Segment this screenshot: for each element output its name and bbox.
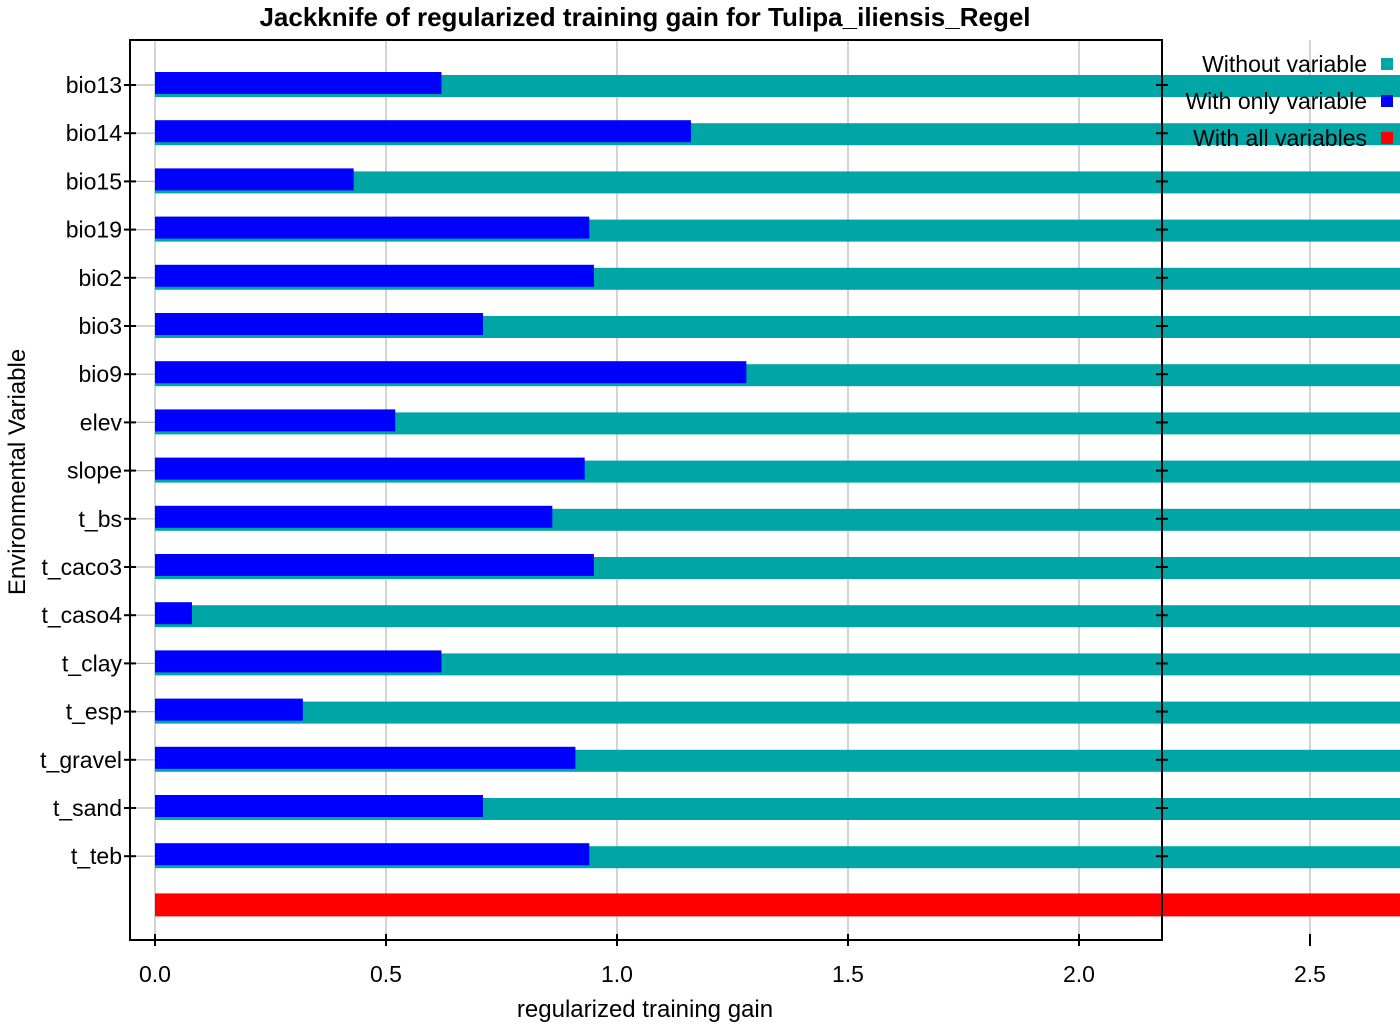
bar-with-all-variables — [155, 893, 1400, 917]
x-tick-label: 0.0 — [139, 961, 171, 987]
bar-with-only-variable — [155, 216, 590, 239]
bar-with-only-variable — [155, 361, 747, 384]
y-tick-label: t_clay — [62, 650, 123, 676]
bar-with-only-variable — [155, 457, 585, 480]
y-tick-label: t_teb — [71, 843, 122, 869]
y-tick-label: bio2 — [79, 265, 122, 291]
legend-swatch — [1381, 132, 1393, 144]
y-tick-label: bio13 — [66, 72, 122, 98]
plot-frame — [129, 39, 1163, 941]
y-tick-label: t_bs — [79, 506, 122, 532]
y-tick-label: t_caco3 — [41, 554, 122, 580]
y-tick-label: bio14 — [66, 120, 122, 146]
x-axis: 0.00.51.01.52.02.53.03.54.0 — [139, 934, 1326, 987]
x-axis-title: regularized training gain — [517, 996, 773, 1023]
bar-without-variable — [155, 605, 1400, 628]
x-tick-label: 1.5 — [832, 961, 864, 987]
x-tick-label: 2.5 — [1294, 961, 1326, 987]
y-axis: bio13 bio14 bio15 bio19 bio2 bio3 bio9 elev slop… — [40, 72, 1168, 869]
bar-with-only-variable — [155, 120, 691, 143]
bar-with-only-variable — [155, 168, 354, 191]
bar-with-only-variable — [155, 843, 590, 866]
y-tick-label: bio3 — [79, 313, 122, 339]
bar-with-only-variable — [155, 746, 576, 769]
bar-with-only-variable — [155, 602, 192, 625]
x-tick-label: 2.0 — [1063, 961, 1095, 987]
bar-with-only-variable — [155, 554, 594, 576]
bar-without-variable — [155, 412, 1400, 435]
bar-without-variable — [155, 653, 1400, 676]
legend-swatch — [1381, 95, 1393, 107]
y-tick-label: slope — [67, 458, 122, 484]
chart-title: Jackknife of regularized training gain f… — [259, 2, 1030, 32]
bar-with-only-variable — [155, 313, 484, 335]
y-tick-label: t_gravel — [40, 747, 122, 773]
y-tick-label: bio15 — [66, 168, 122, 194]
y-tick-label: t_sand — [53, 795, 122, 821]
y-axis-title: Environmental Variable — [4, 349, 31, 595]
bar-with-only-variable — [155, 505, 553, 528]
x-tick-label: 1.0 — [601, 961, 633, 987]
bar-without-variable — [155, 75, 1400, 97]
bar-with-only-variable — [155, 795, 484, 817]
y-tick-label: t_caso4 — [41, 602, 122, 628]
bars — [155, 72, 1400, 917]
legend-label: With all variables — [1193, 125, 1367, 151]
bar-with-only-variable — [155, 698, 303, 721]
legend-label: With only variable — [1185, 88, 1367, 114]
y-tick-label: bio9 — [79, 361, 122, 387]
bar-with-only-variable — [155, 650, 442, 673]
legend-label: Without variable — [1202, 51, 1367, 77]
x-tick-label: 0.5 — [370, 961, 402, 987]
bar-without-variable — [155, 171, 1400, 194]
bar-with-only-variable — [155, 264, 594, 287]
y-tick-label: t_esp — [66, 699, 122, 725]
bar-with-only-variable — [155, 409, 396, 432]
bar-with-only-variable — [155, 72, 442, 94]
legend: Without variable With only variable With a… — [1185, 51, 1393, 151]
y-tick-label: bio19 — [66, 217, 122, 243]
y-tick-label: elev — [80, 409, 123, 435]
legend-swatch — [1381, 58, 1393, 70]
bar-without-variable — [155, 701, 1400, 724]
